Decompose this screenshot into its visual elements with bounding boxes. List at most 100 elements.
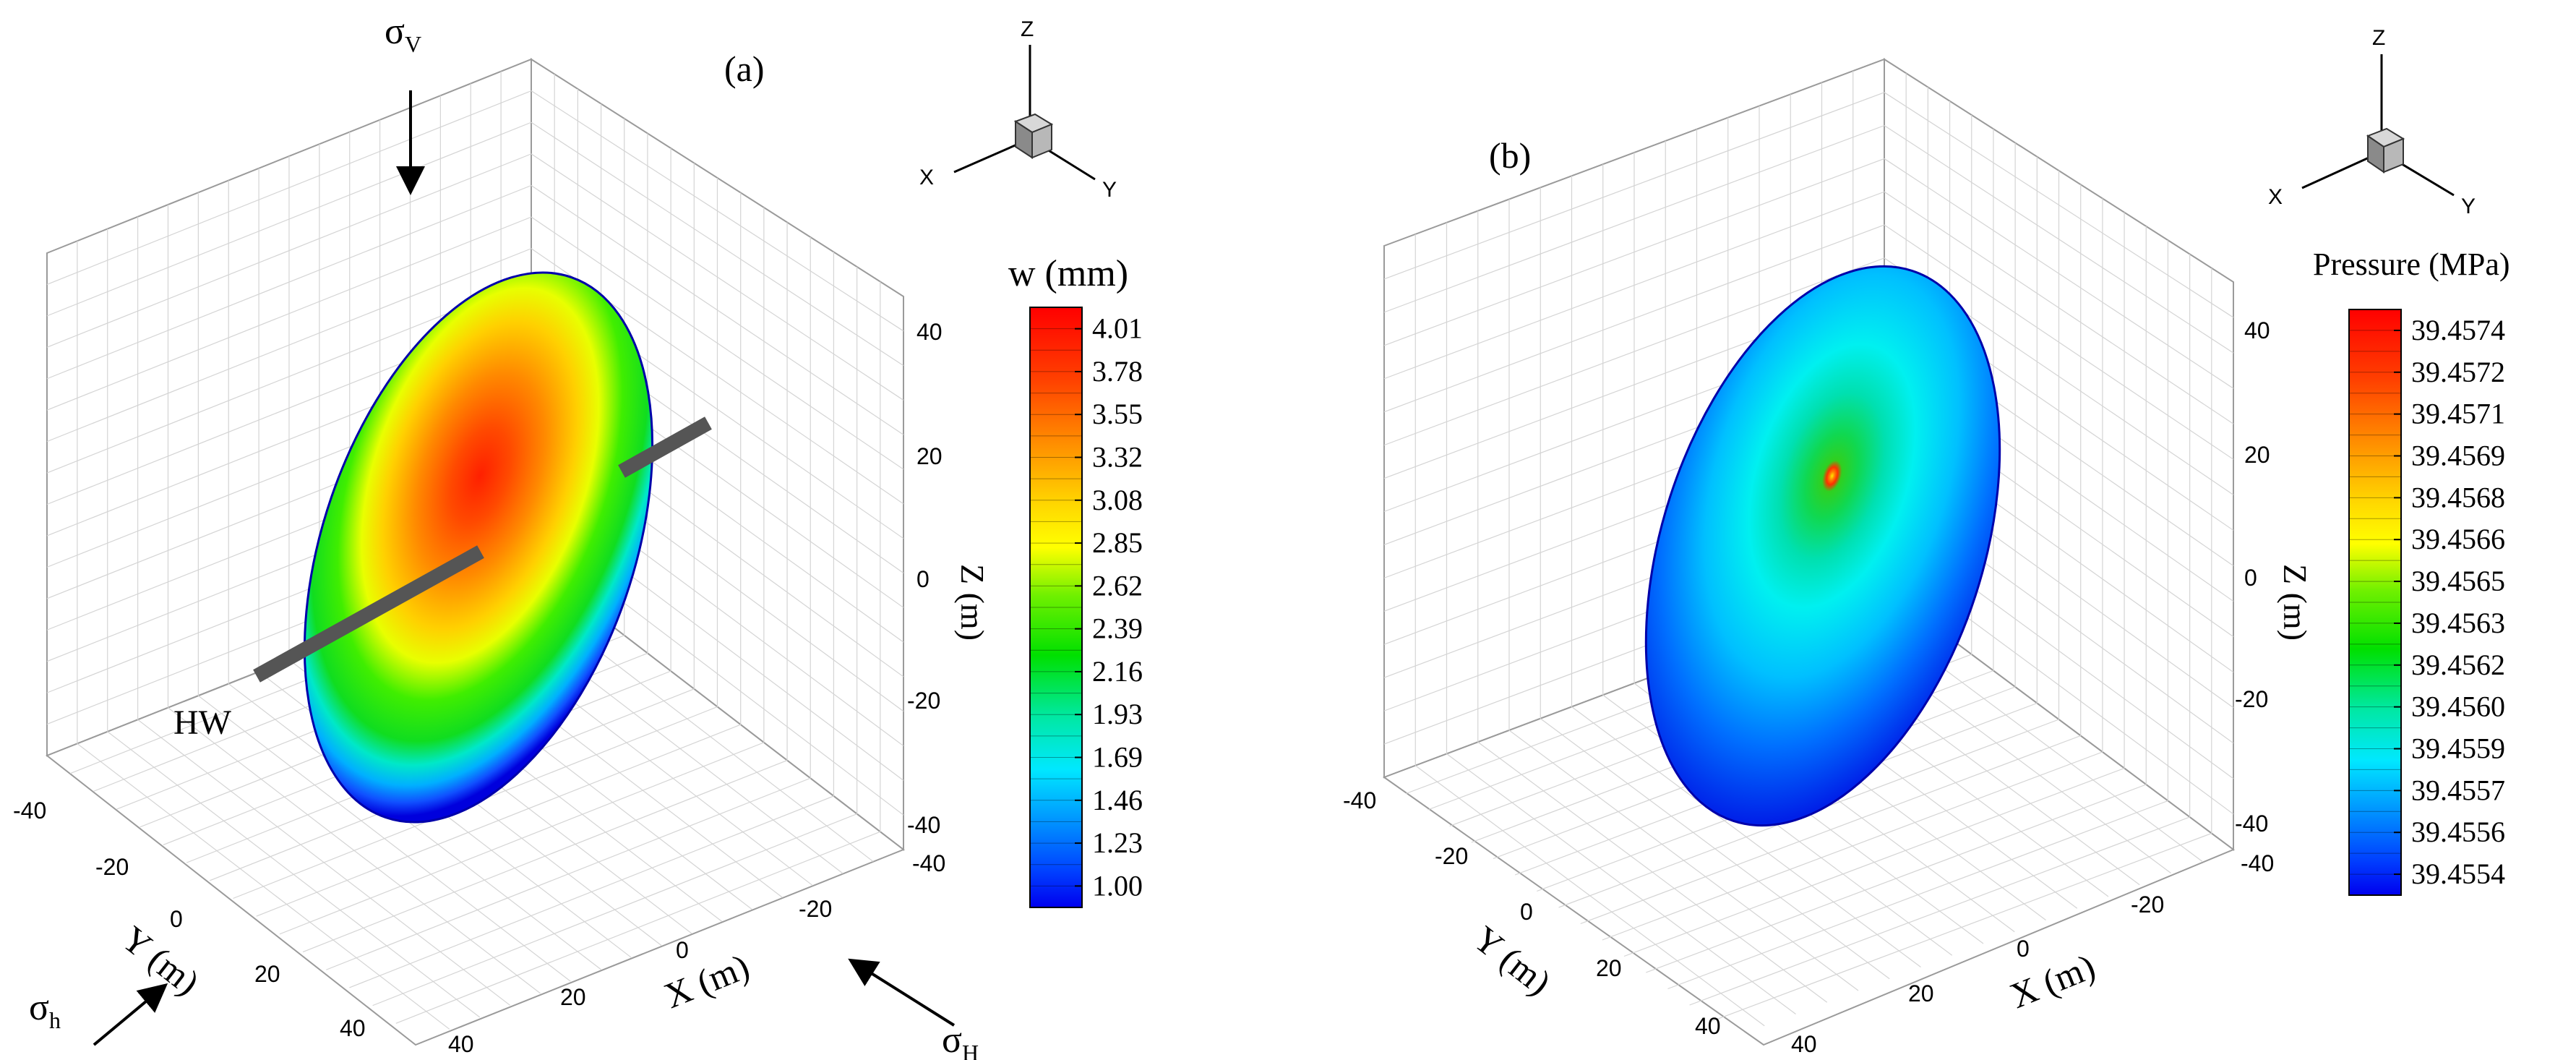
sigma-v-label: σV xyxy=(385,11,421,57)
a-y-ticks: -40 -20 0 20 40 xyxy=(13,798,366,1041)
panel-b-fracture xyxy=(1644,265,2001,827)
b-z-tick: -20 xyxy=(2235,686,2268,712)
horizontal-well xyxy=(253,416,712,683)
sigma-h-base: σ xyxy=(29,987,49,1028)
a-x-ticks: -40 -20 0 20 40 xyxy=(448,850,945,1057)
a-x-tick: 0 xyxy=(676,937,689,963)
b-z-tick: 0 xyxy=(2244,565,2257,591)
a-z-ticks: 40 20 0 -20 -40 xyxy=(907,319,943,838)
colorbar-tick-label: 1.93 xyxy=(1092,698,1143,730)
b-x-ticks: -40 -20 0 20 40 xyxy=(1791,850,2274,1057)
panel-b: Z (m) 40 20 0 -20 -40 -40 -20 0 20 40 -4… xyxy=(1343,26,2510,1057)
a-y-tick: -40 xyxy=(13,798,46,824)
a-y-tick: 40 xyxy=(340,1015,366,1041)
a-y-tick: -20 xyxy=(95,854,129,880)
grid-line xyxy=(1602,751,2103,941)
colorbar-tick-label: 3.08 xyxy=(1092,484,1143,516)
b-zlabel: Z (m) xyxy=(2277,564,2314,641)
stress-arrows xyxy=(93,90,956,1046)
a-x-tick: 20 xyxy=(560,984,586,1010)
panel-a-fracture xyxy=(303,271,654,824)
colorbar-tick-label: 39.4569 xyxy=(2411,440,2505,472)
sigma-v-base: σ xyxy=(385,11,405,52)
a-zlabel: Z (m) xyxy=(954,564,991,641)
sigma-H-arrow xyxy=(848,958,956,1027)
a-z-tick: -40 xyxy=(907,812,940,838)
colorbar-a-bar xyxy=(1029,307,1083,908)
grid-line xyxy=(349,795,834,988)
grid-line xyxy=(1623,767,2125,957)
colorbar-tick-label: 39.4562 xyxy=(2411,649,2505,681)
grid-line xyxy=(1646,784,2147,973)
triad-a: Z X Y xyxy=(919,17,1117,202)
grid-line xyxy=(1711,832,2212,1022)
grid-line xyxy=(302,760,788,953)
colorbar-tick-label: 2.62 xyxy=(1092,569,1143,602)
colorbar-a-tickmarks xyxy=(1030,307,1082,908)
triad-b: Z X Y xyxy=(2268,26,2476,218)
fracture-disk-a xyxy=(303,271,654,824)
fracture-disk-b xyxy=(1644,265,2001,827)
colorbar-tick-label: 1.23 xyxy=(1092,826,1143,859)
b-x-tick: 0 xyxy=(2017,936,2030,962)
b-z-tick: 20 xyxy=(2244,442,2270,468)
triad-b-y: Y xyxy=(2461,195,2476,218)
colorbar-tick-label: 39.4572 xyxy=(2411,356,2505,388)
sigma-H-base: σ xyxy=(942,1020,962,1060)
b-y-tick: 0 xyxy=(1520,899,1533,925)
colorbar-tick-label: 39.4559 xyxy=(2411,732,2505,765)
colorbar-tick-label: 2.39 xyxy=(1092,612,1143,645)
colorbar-b-labels: 39.4574 39.4572 39.4571 39.4569 39.4568 39.45… xyxy=(2411,314,2505,890)
a-z-tick: 20 xyxy=(916,443,943,469)
a-y-tick: 0 xyxy=(170,906,183,932)
triad-a-z: Z xyxy=(1021,17,1034,41)
b-y-tick: -20 xyxy=(1435,843,1468,869)
panel-b-label: (b) xyxy=(1489,135,1531,176)
b-y-tick: 20 xyxy=(1596,955,1622,981)
colorbar-a: w (mm) 4.01 3.78 3.55 3.32 3.08 2.85 2.62 2.39 2… xyxy=(1008,253,1143,908)
triad-b-x: X xyxy=(2268,185,2283,209)
panel-b-grid xyxy=(1383,71,2234,1027)
triad-a-y: Y xyxy=(1102,178,1117,202)
a-x-tick: -20 xyxy=(799,896,832,922)
grid-line xyxy=(1667,800,2168,990)
a-z-tick: 40 xyxy=(916,319,943,345)
colorbar-tick-label: 2.85 xyxy=(1092,526,1143,559)
colorbar-tick-label: 4.01 xyxy=(1092,312,1143,345)
colorbar-tick-label: 39.4563 xyxy=(2411,607,2505,639)
colorbar-tick-label: 39.4557 xyxy=(2411,774,2505,806)
colorbar-tick-label: 39.4560 xyxy=(2411,691,2505,723)
colorbar-b-bar xyxy=(2348,309,2402,896)
a-x-tick: -40 xyxy=(912,850,945,876)
b-x-tick: 40 xyxy=(1791,1031,1817,1057)
b-y-tick: 40 xyxy=(1695,1013,1721,1039)
grid-line xyxy=(279,742,765,935)
sigma-h-label: σh xyxy=(29,987,61,1033)
b-x-tick: -40 xyxy=(2241,850,2274,876)
sigma-v-sub: V xyxy=(405,31,421,57)
a-z-tick: -20 xyxy=(907,688,940,714)
colorbar-tick-label: 39.4574 xyxy=(2411,314,2505,346)
panel-a: HW Z (m) 40 20 0 -20 -40 -40 -20 0 20 40… xyxy=(13,11,1143,1060)
b-y-tick: -40 xyxy=(1343,787,1376,813)
a-z-tick: 0 xyxy=(916,566,929,592)
grid-line xyxy=(256,724,741,917)
grid-line xyxy=(1580,735,2081,925)
colorbar-tick-label: 39.4554 xyxy=(2411,858,2505,890)
colorbar-b-tickmarks xyxy=(2349,309,2401,896)
b-y-ticks: -40 -20 0 20 40 xyxy=(1343,787,1721,1039)
colorbar-tick-label: 1.69 xyxy=(1092,741,1143,774)
colorbar-tick-label: 1.46 xyxy=(1092,784,1143,816)
triad-a-x: X xyxy=(919,166,934,189)
colorbar-b-title: Pressure (MPa) xyxy=(2313,247,2510,282)
colorbar-tick-label: 1.00 xyxy=(1092,869,1143,902)
sigma-h-sub: h xyxy=(49,1007,61,1033)
colorbar-a-labels: 4.01 3.78 3.55 3.32 3.08 2.85 2.62 2.39 2.16 1.93… xyxy=(1092,312,1143,902)
colorbar-tick-label: 39.4571 xyxy=(2411,398,2505,430)
grid-line xyxy=(395,831,881,1024)
b-z-tick: 40 xyxy=(2244,317,2270,343)
colorbar-tick-label: 2.16 xyxy=(1092,655,1143,688)
b-z-ticks: 40 20 0 -20 -40 xyxy=(2235,317,2270,837)
colorbar-a-title: w (mm) xyxy=(1008,253,1128,294)
